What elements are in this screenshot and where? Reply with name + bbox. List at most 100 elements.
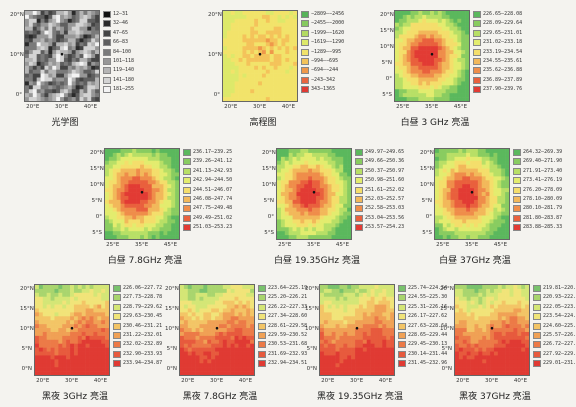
lat-tick-label: 10°N: [208, 52, 222, 58]
legend-entry: 47–65: [103, 29, 193, 38]
legend-swatch: [183, 196, 191, 203]
legend-swatch: [513, 205, 521, 213]
legend-entry: 228.65—229.44: [398, 331, 488, 340]
panel-caption: 黑夜 19.35GHz 亮温: [317, 392, 403, 402]
legend-entry: 226.65—228.08: [473, 10, 563, 19]
legend-range: 224.55—225.30: [408, 294, 448, 301]
lat-tick-label: 15°N: [165, 306, 179, 312]
legend-range: 251.61—252.02: [365, 186, 405, 193]
legend: −2809—−2456 −2455—−2000 −1999—−1620 −1619—−…: [301, 10, 391, 102]
legend-entry: 232.94—234.51: [258, 359, 348, 368]
legend-entry: 141–180: [103, 76, 193, 85]
legend-swatch: [473, 86, 481, 94]
legend-range: 219.81—220.92: [543, 285, 576, 291]
legend-entry: 244.51—246.07: [183, 186, 273, 195]
lat-tick-label: 0°N: [306, 366, 317, 372]
legend-swatch: [301, 76, 309, 84]
lon-tick-label: 30°E: [65, 378, 79, 384]
legend-swatch: [113, 313, 121, 321]
legend-swatch: [533, 303, 541, 311]
lat-tick-label: 20°N: [440, 286, 454, 292]
legend-entry: 343—1365: [301, 85, 391, 94]
legend-swatch: [258, 332, 266, 339]
legend-range: 252.58—253.03: [365, 205, 405, 212]
legend-entry: 219.81—220.92: [533, 284, 576, 293]
lat-tick-label: 15°N: [20, 306, 34, 312]
legend-entry: 264.32—269.39: [513, 148, 576, 157]
lat-tick-label: 20°N: [262, 150, 276, 156]
legend: 226.06—227.72 227.73—228.78 228.79—229.62 2…: [113, 284, 203, 376]
legend-range: 227.73—228.78: [123, 294, 163, 301]
legend-range: 225.74—224.54: [408, 285, 448, 291]
legend-swatch: [473, 76, 481, 84]
lon-tick-label: 40°E: [238, 378, 253, 384]
legend-swatch: [355, 196, 363, 203]
legend-swatch: [103, 67, 111, 75]
legend-swatch: [258, 285, 266, 292]
map-image: [394, 10, 470, 102]
lon-tick-label: 40°E: [93, 378, 108, 384]
legend-swatch: [513, 167, 521, 175]
panel-7: 20°N 15°N 10°N 5°N 0°N 20°E 30°E 40°E 226.06—227…: [20, 282, 206, 407]
lat-tick-label: 10°N: [420, 182, 434, 188]
lat-tick-label: 15°N: [380, 28, 394, 34]
legend-swatch: [398, 360, 406, 368]
legend-swatch: [533, 332, 541, 339]
lat-tick-label: 0°: [425, 214, 432, 220]
legend-swatch: [513, 177, 521, 185]
legend-swatch: [103, 58, 111, 65]
legend-entry: −994—−695: [301, 57, 391, 66]
legend-entry: 271.91—273.40: [513, 167, 576, 176]
legend-entry: 224.60—225.56: [533, 322, 576, 331]
lat-tick-label: 20°N: [165, 286, 179, 292]
legend-swatch: [533, 350, 541, 358]
legend: 12–31 32–46 47–65 66–83 84–100 101–118 119–140…: [103, 10, 193, 102]
legend-range: 225.57—226.71: [543, 332, 576, 338]
legend-swatch: [113, 322, 121, 330]
legend-swatch: [103, 76, 111, 84]
legend-swatch: [513, 214, 521, 222]
legend-entry: 252.58—253.03: [355, 204, 445, 213]
legend-swatch: [473, 29, 481, 37]
legend-entry: 225.20—226.21: [258, 293, 348, 302]
legend-entry: 281.80—283.87: [513, 214, 576, 223]
legend-swatch: [113, 303, 121, 311]
legend-range: 236.17—239.25: [193, 149, 233, 155]
legend-range: 231.22—232.01: [123, 332, 163, 338]
legend-swatch: [258, 294, 266, 302]
legend-range: 223.64—225.19: [268, 285, 308, 291]
map-image: [434, 148, 510, 240]
lat-tick-label: 5°N: [21, 346, 32, 352]
legend-swatch: [355, 158, 363, 166]
legend-entry: 250.98—251.60: [355, 176, 445, 185]
legend-entry: 246.08—247.74: [183, 195, 273, 204]
legend-range: 227.92—229.00: [543, 350, 576, 357]
legend-entry: 237.90—239.76: [473, 85, 563, 94]
lon-tick-label: 20°E: [36, 378, 50, 384]
panel-caption: 黑夜 37GHz 亮温: [459, 392, 531, 402]
legend-swatch: [113, 332, 121, 339]
legend-range: 227.63—228.64: [408, 322, 448, 329]
legend-swatch: [183, 224, 191, 232]
legend-range: −1999—−1620: [311, 29, 345, 36]
legend-swatch: [533, 341, 541, 349]
legend-entry: 230.14—231.44: [398, 350, 488, 359]
lat-tick-label: 0°N: [166, 366, 177, 372]
panel-3: 20°N 15°N 10°N 5°N 0° 5°S 25°E 35°E 45°E 226.65—2…: [380, 8, 566, 133]
legend-range: 269.40—271.90: [523, 158, 563, 165]
legend-range: 230.53—231.68: [268, 341, 308, 348]
lon-tick-label: 30°E: [350, 378, 364, 384]
legend: 225.74—224.54 224.55—225.30 225.31—226.16 2…: [398, 284, 488, 376]
legend-entry: −1289—−995: [301, 48, 391, 57]
lat-tick-label: 15°N: [440, 306, 454, 312]
map-image: [319, 284, 395, 376]
legend-entry: 231.22—232.01: [113, 331, 203, 340]
legend-swatch: [113, 294, 121, 302]
legend-swatch: [301, 39, 309, 47]
lat-tick-label: 5°S: [264, 230, 274, 236]
legend-range: −2809—−2456: [311, 11, 345, 17]
lat-tick-label: 5°N: [166, 346, 177, 352]
lon-tick-label: 20°E: [321, 378, 335, 384]
legend-range: 249.66—250.36: [365, 158, 405, 165]
legend-range: −694—−244: [311, 67, 339, 74]
